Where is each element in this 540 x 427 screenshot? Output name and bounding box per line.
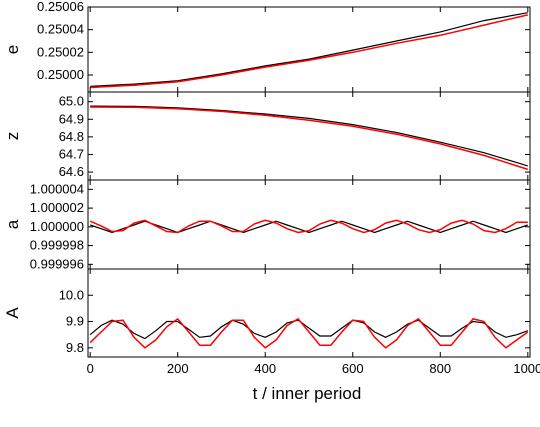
panel-3-ylabel: a bbox=[3, 219, 22, 229]
panel-3: 0.999996 0.999998 1.000000 1.000002 1.000004… bbox=[3, 179, 531, 271]
panel-4-ytick-label: 9.9 bbox=[66, 314, 84, 329]
panel-1-ytick-label: 0.25004 bbox=[37, 22, 84, 37]
panel-4-series-red bbox=[89, 317, 529, 349]
panels-layer: 0.250000.250020.250040.25006e64.664.764.… bbox=[3, 0, 540, 376]
panel-3-ytick-label: 0.999996 bbox=[30, 256, 84, 271]
xtick-label: 600 bbox=[342, 361, 364, 376]
xtick-label: 1000 bbox=[513, 361, 540, 376]
panel-2-ytick-label: 64.9 bbox=[59, 111, 84, 126]
panel-4-ytick-label: 10.0 bbox=[59, 287, 84, 302]
panel-1-ytick-label: 0.25006 bbox=[37, 0, 84, 14]
panel-2-series-red bbox=[90, 106, 529, 171]
xtick-label: 200 bbox=[167, 361, 189, 376]
panel-1-series-red bbox=[90, 14, 528, 89]
panel-1-ytick-label: 0.25002 bbox=[37, 44, 84, 59]
panel-3-ytick-label: 1.000004 bbox=[30, 181, 84, 196]
panel-1-frame bbox=[87, 6, 531, 93]
panel-4-series-black bbox=[89, 319, 529, 340]
panel-3-ytick-label: 1.000000 bbox=[30, 219, 84, 234]
panel-2-ytick-label: 64.7 bbox=[59, 146, 84, 161]
panel-3-ytick-label: 0.999998 bbox=[30, 238, 84, 253]
panel-3-series-red bbox=[89, 219, 528, 234]
panel-2-frame bbox=[87, 91, 531, 181]
panel-1-series-black bbox=[90, 12, 528, 87]
panel-1-ytick-label: 0.25000 bbox=[37, 67, 84, 82]
panel-3-series-black bbox=[90, 220, 528, 234]
panel-2-ytick-label: 65.0 bbox=[59, 94, 84, 109]
panel-1-ylabel: e bbox=[3, 45, 22, 54]
panel-2-ytick-label: 64.8 bbox=[59, 129, 84, 144]
xtick-label: 0 bbox=[87, 361, 94, 376]
panel-3-ytick-label: 1.000002 bbox=[30, 200, 84, 215]
panel-4-ytick-label: 9.8 bbox=[66, 340, 84, 355]
panel-4-frame bbox=[87, 268, 531, 358]
panel-4-ylabel: A bbox=[3, 307, 22, 319]
panel-2-ytick-label: 64.6 bbox=[59, 164, 84, 179]
xtick-label: 800 bbox=[429, 361, 451, 376]
panel-2: 64.6 64.7 64.8 64.9 65.0 z bbox=[3, 91, 531, 181]
panel-1: 0.25000 0.25002 0.25004 0.25006 e bbox=[3, 0, 531, 93]
xtick-label: 400 bbox=[254, 361, 276, 376]
x-axis-title: t / inner period bbox=[253, 384, 362, 403]
panel-2-ylabel: z bbox=[3, 132, 22, 141]
panel-4: 9.8 9.9 10.0 A bbox=[3, 268, 531, 358]
panel-2-series-black bbox=[90, 105, 528, 167]
